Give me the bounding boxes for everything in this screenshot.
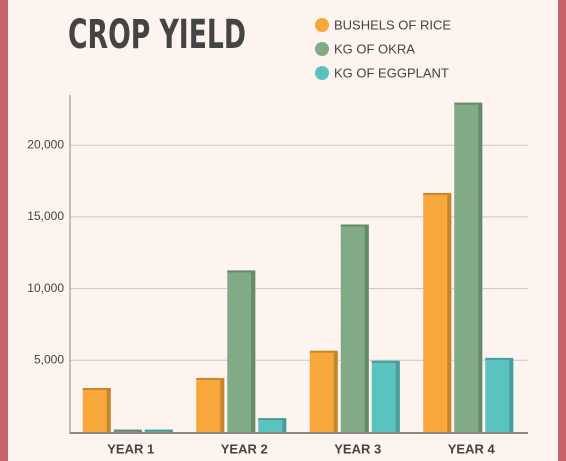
x-tick-label: YEAR 4 [448, 441, 496, 456]
bar-side [282, 419, 287, 432]
y-tick-label: 15,000 [27, 209, 64, 223]
bar [227, 271, 256, 432]
bar-top [196, 377, 225, 380]
y-tick-label: 10,000 [27, 281, 64, 295]
bar-top [144, 429, 173, 432]
legend-swatch [315, 66, 329, 80]
bar-side [478, 103, 483, 433]
bar-top [340, 224, 369, 227]
bar-top [454, 102, 483, 105]
y-tick-label: 5,000 [34, 352, 64, 366]
bar-side [395, 361, 400, 432]
legend-label: KG OF OKRA [334, 41, 415, 56]
bar-top [82, 387, 111, 390]
bar [258, 419, 287, 432]
bar-side [333, 351, 338, 432]
bar-top [423, 192, 452, 195]
bar-top [258, 418, 287, 421]
bar-side [364, 225, 369, 432]
bar [340, 225, 369, 432]
bar [454, 103, 483, 433]
bar-top [309, 350, 338, 353]
bar [423, 193, 452, 432]
legend-label: KG OF EGGPLANT [334, 65, 449, 80]
bar-top [227, 270, 256, 273]
bar-top [371, 360, 400, 363]
legend-swatch [315, 18, 329, 32]
bar-side [251, 271, 256, 432]
legend-label: BUSHELS OF RICE [334, 17, 451, 32]
bar [485, 358, 514, 432]
bar-side [509, 358, 514, 432]
x-tick-label: YEAR 3 [334, 441, 381, 456]
bar [196, 378, 225, 432]
bar-side [447, 193, 452, 432]
x-tick-label: YEAR 2 [221, 441, 268, 456]
bar [371, 361, 400, 432]
bar-top [113, 429, 142, 432]
legend-swatch [315, 42, 329, 56]
chart-title: CROP YIELD [68, 12, 246, 58]
x-tick-label: YEAR 1 [107, 441, 154, 456]
bar [82, 388, 111, 432]
bar-side [106, 388, 111, 432]
bar-top [485, 357, 514, 360]
bar-side [220, 378, 225, 432]
bar [309, 351, 338, 432]
y-tick-label: 20,000 [27, 137, 64, 151]
